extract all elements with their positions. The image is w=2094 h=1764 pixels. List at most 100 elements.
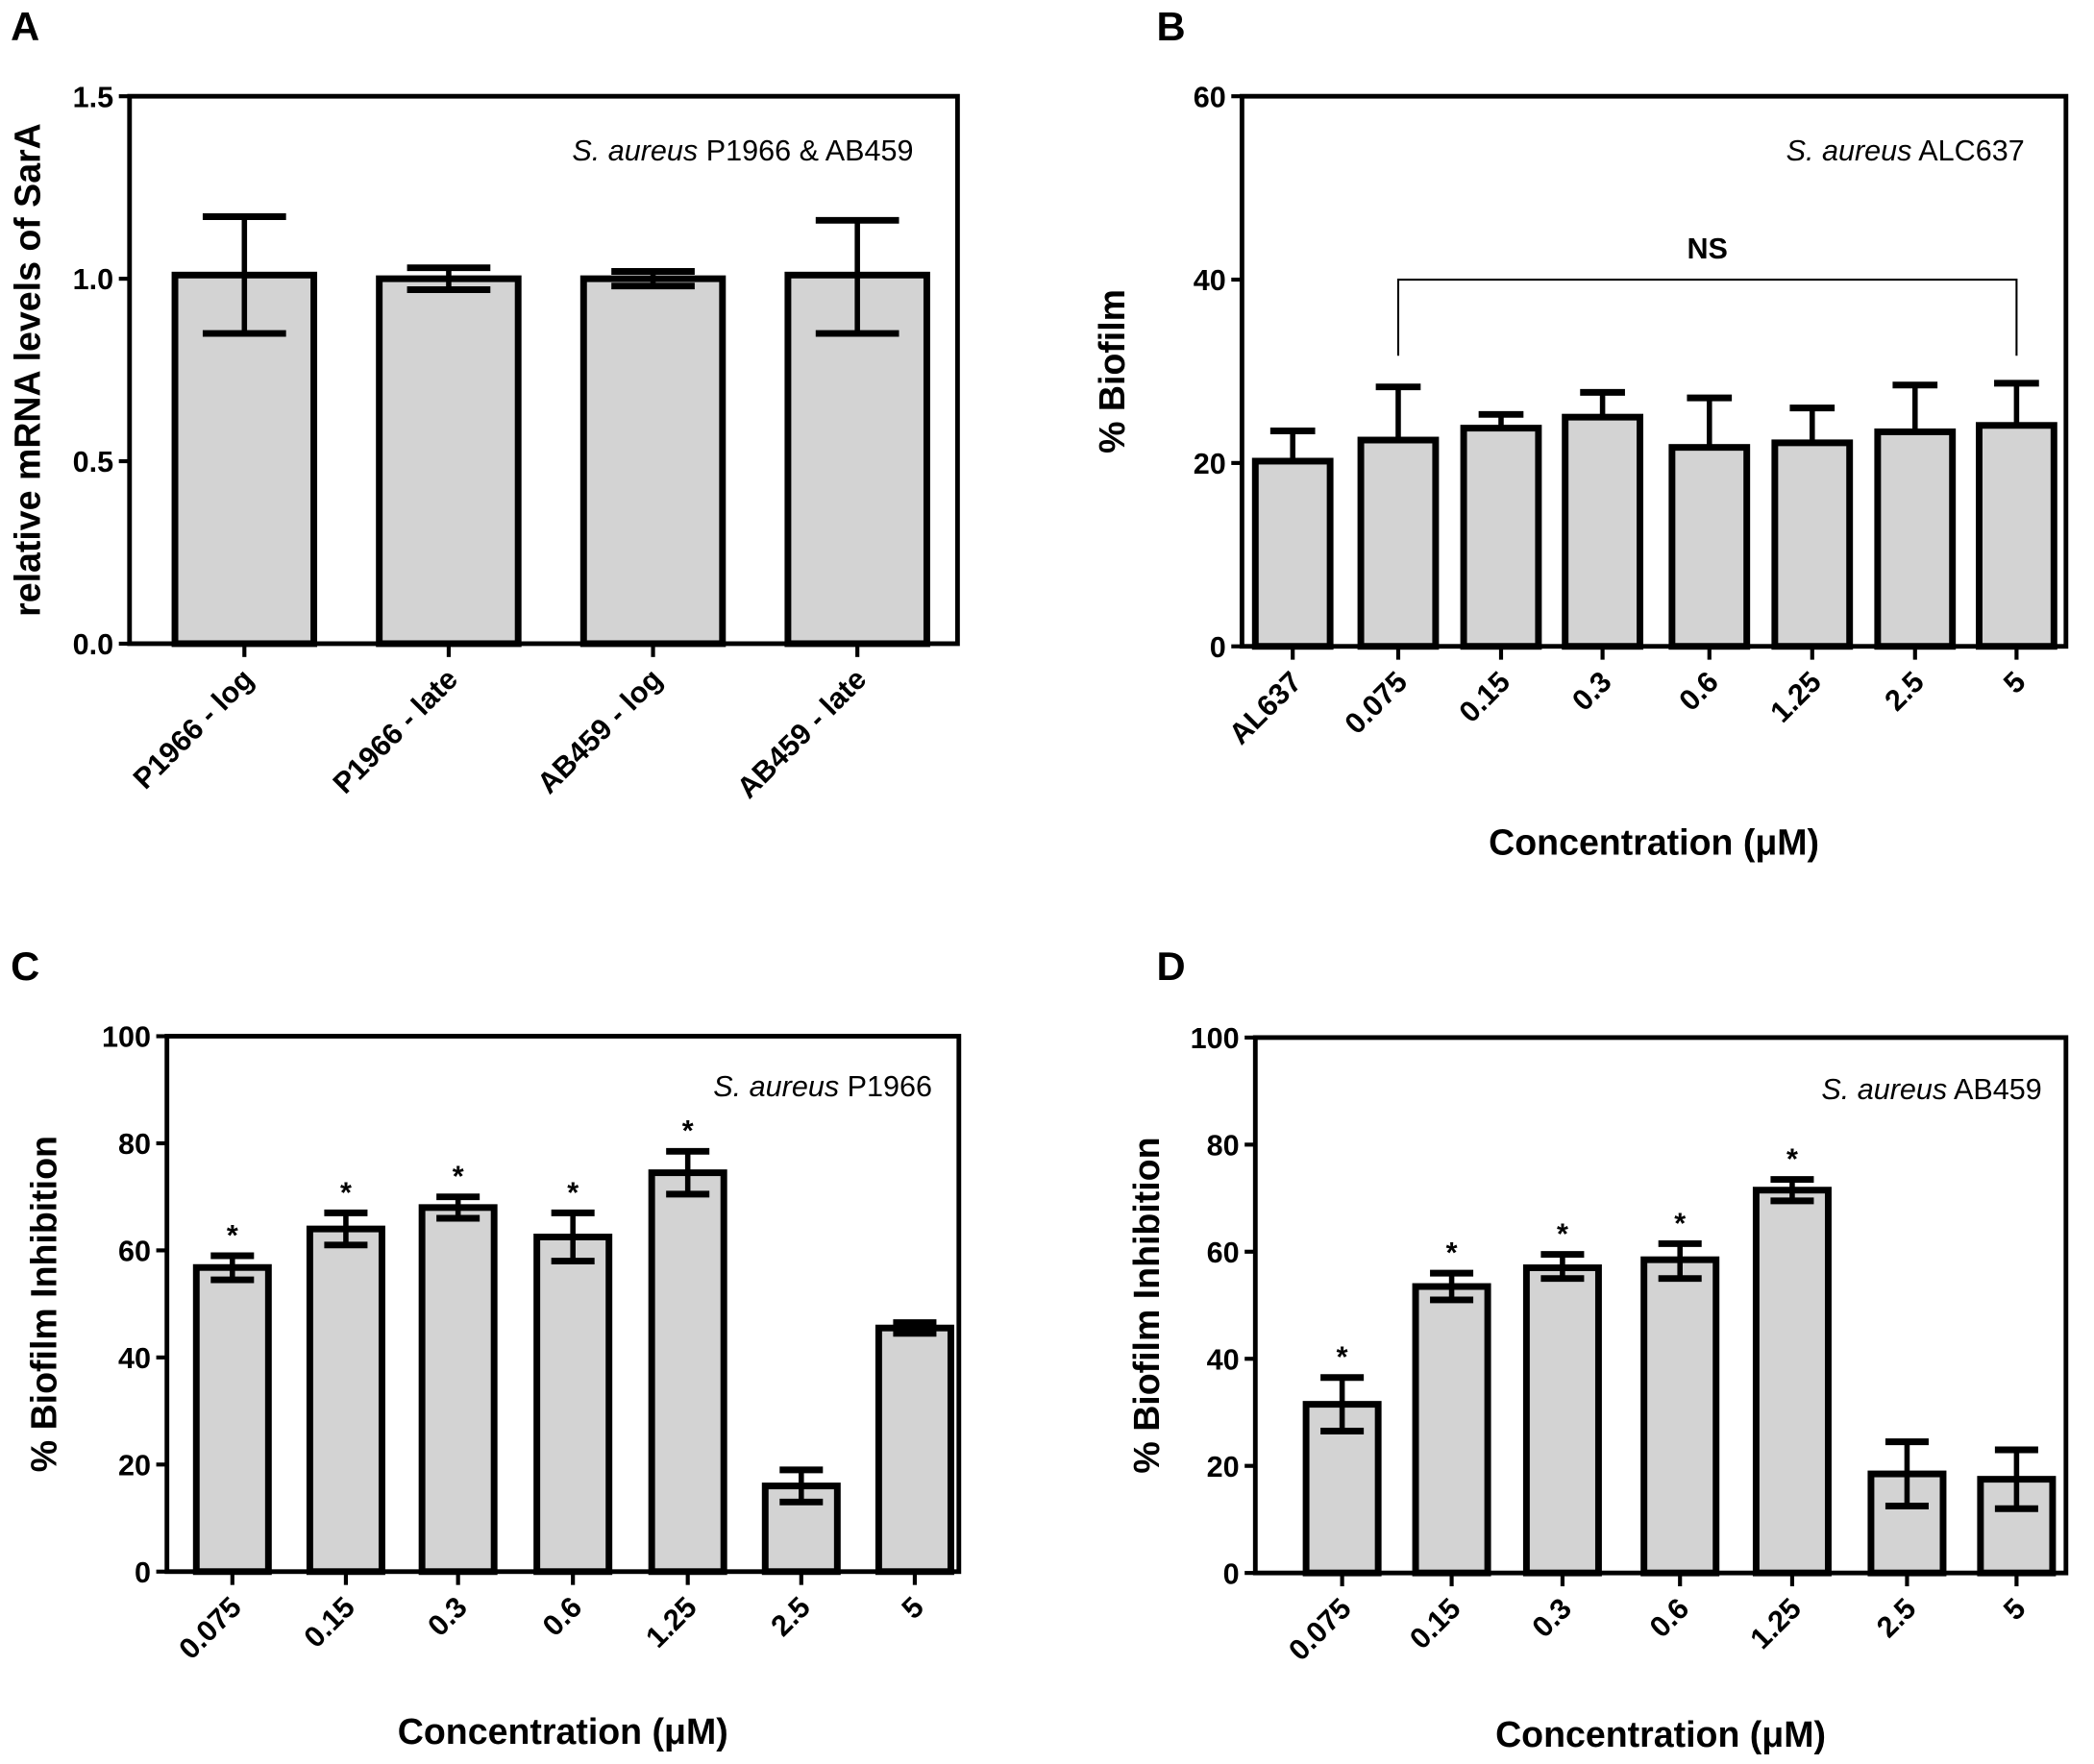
strain-species: S. aureus: [1821, 1073, 1947, 1106]
bar: [1460, 425, 1542, 650]
x-tick-label: 2.5: [1870, 1592, 1922, 1644]
bar: [306, 1225, 385, 1576]
x-tick-label: AB459 - log: [531, 663, 669, 800]
bar: [1874, 428, 1957, 650]
bar: [1976, 422, 2057, 650]
plot-frame: [1239, 93, 2069, 649]
strain-annotation: S. aureus P1966 & AB459: [572, 135, 913, 167]
bar: [1562, 413, 1643, 650]
strain-species: S. aureus: [1786, 135, 1912, 167]
x-tick-label: 0.075: [173, 1591, 248, 1666]
bar: [579, 275, 727, 648]
significance-star: *: [1337, 1341, 1348, 1374]
x-tick-label: 0.6: [1643, 1592, 1695, 1644]
x-tick-label: P1966 - late: [327, 663, 464, 800]
strain-name: AB459: [1947, 1073, 2042, 1106]
panel-label: C: [11, 943, 39, 989]
plot-frame: [127, 93, 960, 647]
y-tick-label: 0.5: [73, 446, 114, 478]
x-tick-label: 0.6: [1673, 666, 1725, 718]
significance-star: *: [453, 1161, 464, 1193]
y-tick-label: 40: [1207, 1343, 1240, 1376]
panel-b: B AL637 0.075 0.15 0.3 0.6 1.25 2.5 5 0 20 40 60 % Bi…: [1092, 4, 2069, 863]
y-tick-label: 100: [1191, 1022, 1240, 1055]
bar: [376, 275, 522, 648]
significance-bracket: [1396, 278, 2018, 356]
y-tick-label: 20: [1194, 448, 1226, 480]
x-tick-label: 5: [1997, 666, 2032, 700]
x-tick-label: 0.075: [1339, 666, 1414, 741]
bar: [875, 1324, 954, 1576]
y-tick-label: 100: [102, 1021, 151, 1054]
significance-star: *: [1674, 1207, 1686, 1239]
x-tick-label: 5: [896, 1591, 930, 1626]
x-axis-label: Concentration (μM): [1495, 1714, 1826, 1754]
y-tick-label: 80: [1207, 1129, 1240, 1162]
bar: [1771, 439, 1854, 650]
y-tick-label: 0: [135, 1556, 151, 1589]
plot-frame: [164, 1034, 962, 1575]
x-tick-label: 0.075: [1283, 1592, 1358, 1667]
significance-star: *: [1446, 1237, 1458, 1269]
y-axis-label: relative mRNA levels of SarA: [8, 123, 48, 617]
x-tick-label: AL637: [1222, 666, 1308, 751]
bar: [1412, 1283, 1491, 1577]
x-tick-label: 0.3: [422, 1591, 474, 1643]
x-tick-label: 2.5: [1879, 666, 1931, 718]
strain-annotation: S. aureus P1966: [713, 1070, 932, 1103]
x-tick-label: AB459 - late: [730, 663, 873, 805]
x-tick-label: 1.25: [1744, 1592, 1808, 1655]
y-axis-label: % Biofilm: [1092, 289, 1132, 453]
strain-name: P1966 & AB459: [698, 135, 913, 167]
strain-species: S. aureus: [572, 135, 698, 167]
significance-star: *: [682, 1115, 694, 1147]
y-axis-label: % Biofilm Inhibition: [23, 1136, 63, 1472]
significance-star: *: [227, 1219, 238, 1252]
plot-frame: [1252, 1035, 2069, 1576]
significance-star: *: [1557, 1217, 1568, 1250]
x-tick-label: 0.15: [298, 1591, 361, 1654]
x-tick-label: 2.5: [765, 1591, 817, 1643]
bar: [533, 1234, 613, 1576]
panel-d: D * 0.075 * 0.15 * 0.3 * 0.6 * 1.25 2.5 5 0 20 40 60 80 10…: [1126, 943, 2069, 1754]
significance-star: *: [1786, 1142, 1798, 1175]
panel-a: A P1966 - log P1966 - late AB459 - log AB459…: [8, 4, 960, 805]
x-axis-label: Concentration (μM): [1489, 822, 1819, 863]
x-tick-label: 0.3: [1566, 666, 1618, 718]
strain-name: ALC637: [1911, 135, 2024, 167]
y-tick-label: 40: [118, 1342, 151, 1375]
strain-annotation: S. aureus ALC637: [1786, 135, 2025, 167]
x-tick-label: 0.15: [1404, 1592, 1467, 1655]
y-tick-label: 1.0: [73, 263, 114, 296]
y-tick-label: 60: [1194, 81, 1226, 113]
bar: [418, 1204, 498, 1576]
significance-star: *: [340, 1176, 352, 1209]
x-axis-label: Concentration (μM): [398, 1711, 728, 1752]
y-tick-label: 1.5: [73, 81, 114, 113]
y-tick-label: 40: [1194, 264, 1226, 297]
panel-label: D: [1156, 943, 1185, 989]
strain-annotation: S. aureus AB459: [1821, 1073, 2041, 1106]
y-tick-label: 20: [118, 1449, 151, 1482]
bracket-label: NS: [1687, 233, 1727, 265]
y-tick-label: 0.0: [73, 628, 114, 661]
x-tick-label: 0.15: [1453, 666, 1516, 729]
x-tick-label: P1966 - log: [127, 663, 259, 796]
y-tick-label: 0: [1223, 1557, 1240, 1590]
significance-star: *: [567, 1176, 579, 1209]
y-tick-label: 20: [1207, 1451, 1240, 1483]
x-tick-label: 0.6: [536, 1591, 588, 1643]
panel-c: C * 0.075 * 0.15 * 0.3 * 0.6 * 1.25 2.5 5 0 20 40 60 80 10…: [11, 943, 962, 1752]
y-tick-label: 60: [1207, 1237, 1240, 1269]
x-tick-label: 1.25: [1764, 666, 1828, 729]
bar: [1668, 444, 1751, 650]
bar: [1752, 1187, 1832, 1577]
y-tick-label: 80: [118, 1128, 151, 1161]
bar: [648, 1169, 727, 1576]
y-tick-label: 60: [118, 1236, 151, 1268]
x-tick-label: 5: [1997, 1592, 2032, 1627]
bar: [1522, 1264, 1602, 1577]
bar: [192, 1263, 272, 1576]
bar: [1251, 457, 1334, 650]
